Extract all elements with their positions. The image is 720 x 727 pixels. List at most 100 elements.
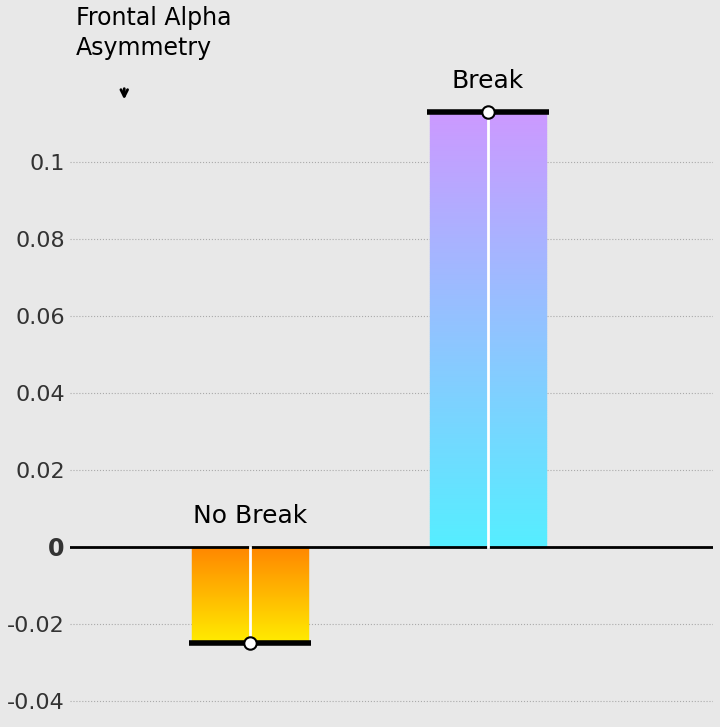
Bar	[430, 364, 546, 366]
Bar	[430, 419, 546, 421]
Bar	[430, 401, 546, 403]
Bar	[430, 223, 546, 225]
Bar	[430, 228, 546, 230]
Bar	[430, 523, 546, 526]
Point	[244, 638, 256, 649]
Bar	[430, 395, 546, 397]
Bar	[430, 234, 546, 236]
Bar	[430, 529, 546, 531]
Bar	[430, 297, 546, 300]
Bar	[430, 258, 546, 260]
Bar	[430, 147, 546, 149]
Bar	[430, 517, 546, 519]
Bar	[430, 540, 546, 542]
Bar	[430, 393, 546, 395]
Bar	[430, 256, 546, 258]
Bar	[430, 460, 546, 462]
Bar	[430, 201, 546, 204]
Bar	[430, 351, 546, 353]
Bar	[430, 454, 546, 456]
Bar	[430, 412, 546, 414]
Bar	[430, 128, 546, 130]
Bar	[430, 265, 546, 267]
Bar	[430, 382, 546, 384]
Bar	[430, 313, 546, 315]
Bar	[430, 427, 546, 430]
Bar	[430, 149, 546, 151]
Bar	[430, 531, 546, 534]
Bar	[430, 153, 546, 156]
Bar	[430, 247, 546, 249]
Bar	[430, 160, 546, 162]
Bar	[430, 271, 546, 273]
Bar	[430, 438, 546, 441]
Bar	[430, 495, 546, 497]
Bar	[430, 186, 546, 188]
Bar	[430, 425, 546, 427]
Bar	[430, 121, 546, 124]
Bar	[430, 408, 546, 410]
Bar	[430, 423, 546, 425]
Bar	[430, 486, 546, 489]
Bar	[430, 276, 546, 278]
Bar	[430, 324, 546, 326]
Bar	[430, 445, 546, 447]
Bar	[430, 315, 546, 317]
Bar	[430, 434, 546, 436]
Bar	[430, 117, 546, 119]
Bar	[430, 410, 546, 412]
Bar	[430, 515, 546, 517]
Bar	[430, 245, 546, 247]
Bar	[430, 208, 546, 210]
Bar	[430, 465, 546, 467]
Bar	[430, 162, 546, 164]
Text: Break: Break	[451, 69, 524, 93]
Bar	[430, 329, 546, 332]
Bar	[430, 291, 546, 293]
Bar	[430, 502, 546, 504]
Bar	[430, 417, 546, 419]
Bar	[430, 243, 546, 245]
Bar	[430, 478, 546, 480]
Bar	[430, 471, 546, 473]
Bar	[430, 371, 546, 373]
Bar	[430, 158, 546, 160]
Bar	[430, 151, 546, 153]
Point	[482, 107, 494, 119]
Bar	[430, 328, 546, 329]
Text: No Break: No Break	[193, 504, 307, 528]
Bar	[430, 252, 546, 254]
Bar	[430, 206, 546, 208]
Bar	[430, 403, 546, 406]
Bar	[430, 289, 546, 291]
Bar	[430, 441, 546, 443]
Bar	[430, 169, 546, 171]
Bar	[430, 538, 546, 540]
Bar	[430, 526, 546, 527]
Bar	[430, 214, 546, 217]
Bar	[430, 373, 546, 375]
Bar	[430, 338, 546, 340]
Bar	[430, 308, 546, 310]
Bar	[430, 451, 546, 454]
Bar	[430, 369, 546, 371]
Bar	[430, 384, 546, 386]
Bar	[430, 156, 546, 158]
Bar	[430, 542, 546, 545]
Bar	[430, 534, 546, 536]
Bar	[430, 225, 546, 228]
Bar	[430, 230, 546, 232]
Bar	[430, 390, 546, 393]
Bar	[430, 362, 546, 364]
Bar	[430, 493, 546, 495]
Bar	[430, 484, 546, 486]
Bar	[430, 432, 546, 434]
Bar	[430, 321, 546, 324]
Bar	[430, 282, 546, 284]
Bar	[430, 188, 546, 190]
Bar	[430, 475, 546, 478]
Bar	[430, 489, 546, 491]
Bar	[430, 236, 546, 238]
Bar	[430, 145, 546, 147]
Bar	[430, 190, 546, 193]
